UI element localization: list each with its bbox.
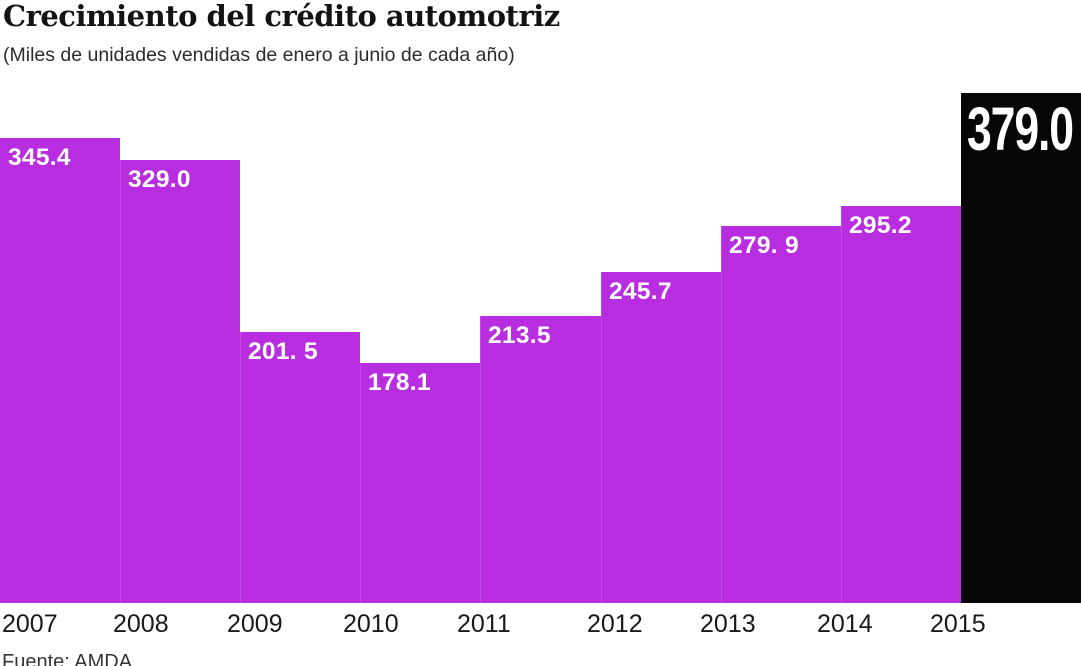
bar-value-label: 295.2 bbox=[849, 212, 912, 239]
bar-value-label: 245.7 bbox=[609, 278, 672, 305]
bar-value-label: 201. 5 bbox=[248, 338, 318, 365]
x-axis: 2007 2008 2009 2010 2011 2012 2013 2014 2015 bbox=[0, 603, 1081, 643]
bar-value-label: 213.5 bbox=[488, 322, 551, 349]
bar-2008: 329.0 bbox=[120, 160, 240, 603]
bar-2007: 345.4 bbox=[0, 138, 120, 603]
x-axis-label-2010: 2010 bbox=[343, 610, 399, 638]
bar-value-label: 345.4 bbox=[8, 144, 71, 171]
bar-2012: 245.7 bbox=[601, 272, 721, 603]
bar-2015: 379.0 bbox=[961, 93, 1081, 603]
x-axis-label-2014: 2014 bbox=[817, 610, 873, 638]
x-axis-label-2012: 2012 bbox=[587, 610, 643, 638]
bar-2013: 279. 9 bbox=[721, 226, 841, 603]
bar-value-label: 329.0 bbox=[128, 166, 191, 193]
bar-2009: 201. 5 bbox=[240, 332, 360, 603]
bar-value-label: 279. 9 bbox=[729, 232, 799, 259]
chart-title: Crecimiento del crédito automotriz bbox=[3, 0, 560, 33]
x-axis-label-2007: 2007 bbox=[2, 610, 58, 638]
bar-2014: 295.2 bbox=[841, 206, 961, 603]
x-axis-label-2008: 2008 bbox=[113, 610, 169, 638]
x-axis-label-2013: 2013 bbox=[700, 610, 756, 638]
x-axis-label-2015: 2015 bbox=[930, 610, 986, 638]
x-axis-label-2011: 2011 bbox=[457, 610, 511, 638]
bar-chart-plot-area: 345.4 329.0 201. 5 178.1 213.5 245.7 279. 9 295… bbox=[0, 93, 1081, 603]
bar-2010: 178.1 bbox=[360, 363, 480, 603]
bar-2011: 213.5 bbox=[480, 316, 601, 603]
chart-subtitle: (Miles de unidades vendidas de enero a j… bbox=[3, 44, 515, 66]
source-note: Fuente: AMDA bbox=[2, 651, 133, 666]
x-axis-label-2009: 2009 bbox=[227, 610, 283, 638]
bar-value-label: 379.0 bbox=[967, 95, 1074, 163]
bar-value-label: 178.1 bbox=[368, 369, 431, 396]
